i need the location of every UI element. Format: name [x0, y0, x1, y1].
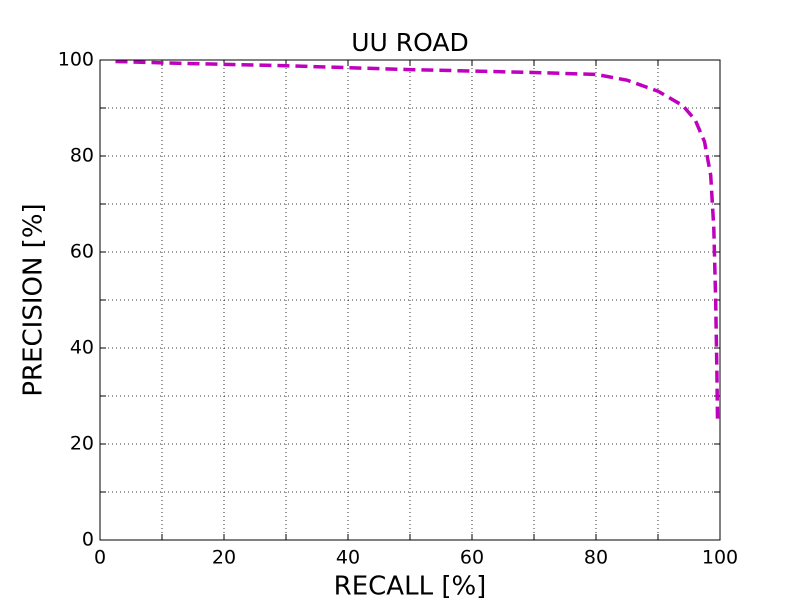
y-tick-label: 0 — [82, 529, 94, 551]
y-tick-label: 40 — [70, 337, 94, 359]
y-tick-label: 80 — [70, 145, 94, 167]
x-axis-label: RECALL [%] — [334, 572, 487, 600]
x-tick-label: 60 — [460, 547, 484, 569]
plot-frame — [99, 59, 721, 541]
y-tick-label: 20 — [70, 433, 94, 455]
x-tick-label: 20 — [212, 547, 236, 569]
x-tick-label: 100 — [702, 547, 738, 569]
x-tick-label: 0 — [94, 547, 106, 569]
x-tick-label: 40 — [336, 547, 360, 569]
x-tick-label: 80 — [584, 547, 608, 569]
line — [115, 59, 720, 421]
y-tick-label: 100 — [58, 49, 94, 71]
y-axis-label: PRECISION [%] — [19, 203, 49, 396]
y-tick-label: 60 — [70, 241, 94, 263]
chart-title: UU ROAD — [351, 28, 469, 57]
